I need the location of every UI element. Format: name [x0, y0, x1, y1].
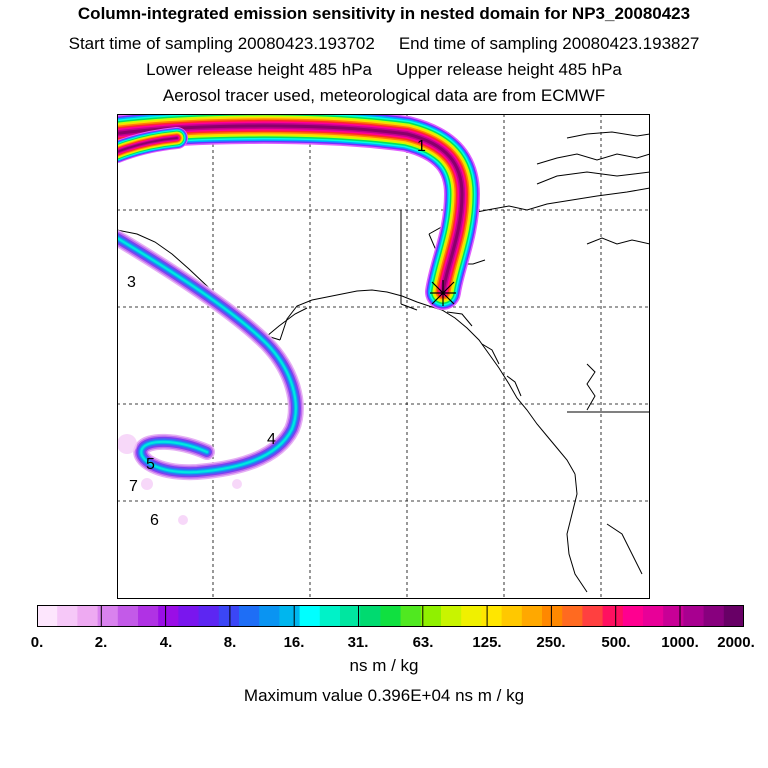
colorbar	[37, 605, 744, 627]
colorbar-cell	[279, 605, 301, 627]
colorbar-cell	[602, 605, 624, 627]
colorbar-cell	[461, 605, 482, 627]
faint-patch	[141, 478, 153, 490]
colorbar-cell	[542, 605, 563, 627]
colorbar-tick: 125.	[472, 634, 502, 651]
colorbar-cell	[643, 605, 664, 627]
colorbar-cell	[683, 605, 705, 627]
colorbar-cell	[400, 605, 422, 627]
marker-1: 1	[417, 138, 426, 155]
faint-patch	[178, 515, 188, 525]
marker-3: 3	[127, 274, 136, 291]
map-background	[117, 114, 650, 599]
colorbar-cell	[97, 605, 119, 627]
start-time-label: Start time of sampling 20080423.193702	[68, 34, 375, 53]
colorbar-tick: 8.	[223, 634, 237, 651]
plume-west-tail	[117, 127, 188, 163]
colorbar-units: ns m / kg	[349, 656, 419, 675]
colorbar-cell	[622, 605, 644, 627]
faint-patch	[117, 434, 137, 454]
colorbar-cell	[218, 605, 240, 627]
colorbar-cell	[57, 605, 78, 627]
colorbar-cell	[380, 605, 402, 627]
marker-5: 5	[146, 456, 155, 473]
lower-release-label: Lower release height 485 hPa	[146, 60, 372, 79]
colorbar-cell	[178, 605, 200, 627]
colorbar-cell	[521, 605, 543, 627]
colorbar-cell	[37, 605, 58, 627]
release-heights: Lower release height 485 hPa Upper releas…	[0, 60, 768, 80]
colorbar-cell	[562, 605, 583, 627]
colorbar-tick: 31.	[347, 634, 369, 651]
colorbar-cell	[319, 605, 341, 627]
map-title: Column-integrated emission sensitivity i…	[77, 4, 691, 23]
maximum-value: Maximum value 0.396E+04 ns m / kg	[243, 686, 525, 705]
marker-6: 6	[150, 512, 159, 529]
colorbar-cell	[340, 605, 361, 627]
colorbar-cell	[138, 605, 159, 627]
faint-patch	[232, 479, 242, 489]
colorbar-tick: 63.	[412, 634, 434, 651]
colorbar-tick: 250.	[536, 634, 566, 651]
colorbar-tick: 0.	[30, 634, 44, 651]
marker-4: 4	[267, 431, 276, 448]
colorbar-cell	[360, 605, 381, 627]
plume-north	[117, 114, 481, 310]
colorbar-cell	[663, 605, 684, 627]
sensitivity-map: 1 3 4 5 7 6	[117, 114, 650, 599]
plume-layer	[117, 114, 481, 525]
colorbar-cell	[582, 605, 604, 627]
colorbar-tick: 2.	[94, 634, 108, 651]
colorbar-tick: 16.	[283, 634, 305, 651]
upper-release-label: Upper release height 485 hPa	[396, 60, 622, 79]
colorbar-tick: 4.	[159, 634, 173, 651]
sampling-times: Start time of sampling 20080423.193702 En…	[0, 34, 768, 54]
marker-7: 7	[129, 478, 138, 495]
colorbar-cell	[239, 605, 260, 627]
boundaries	[400, 210, 650, 413]
colorbar-tick: 500.	[601, 634, 631, 651]
colorbar-cell	[441, 605, 462, 627]
colorbar-cell	[299, 605, 321, 627]
colorbar-cell	[117, 605, 139, 627]
colorbar-cell	[420, 605, 442, 627]
tracer-note: Aerosol tracer used, meteorological data…	[162, 86, 606, 105]
colorbar-tick: 2000.	[717, 634, 755, 651]
colorbar-cell	[158, 605, 179, 627]
colorbar-cell	[259, 605, 280, 627]
end-time-label: End time of sampling 20080423.193827	[398, 34, 700, 53]
grid-lines	[117, 114, 650, 599]
colorbar-cell	[501, 605, 523, 627]
colorbar-tick: 1000.	[661, 634, 699, 651]
map-frame	[117, 114, 650, 599]
colorbar-cell	[703, 605, 725, 627]
release-site-icon	[430, 280, 456, 306]
colorbar-cell	[198, 605, 220, 627]
colorbar-cell	[481, 605, 503, 627]
plume-south	[117, 230, 304, 481]
colorbar-cell	[77, 605, 99, 627]
colorbar-cell	[723, 605, 744, 627]
